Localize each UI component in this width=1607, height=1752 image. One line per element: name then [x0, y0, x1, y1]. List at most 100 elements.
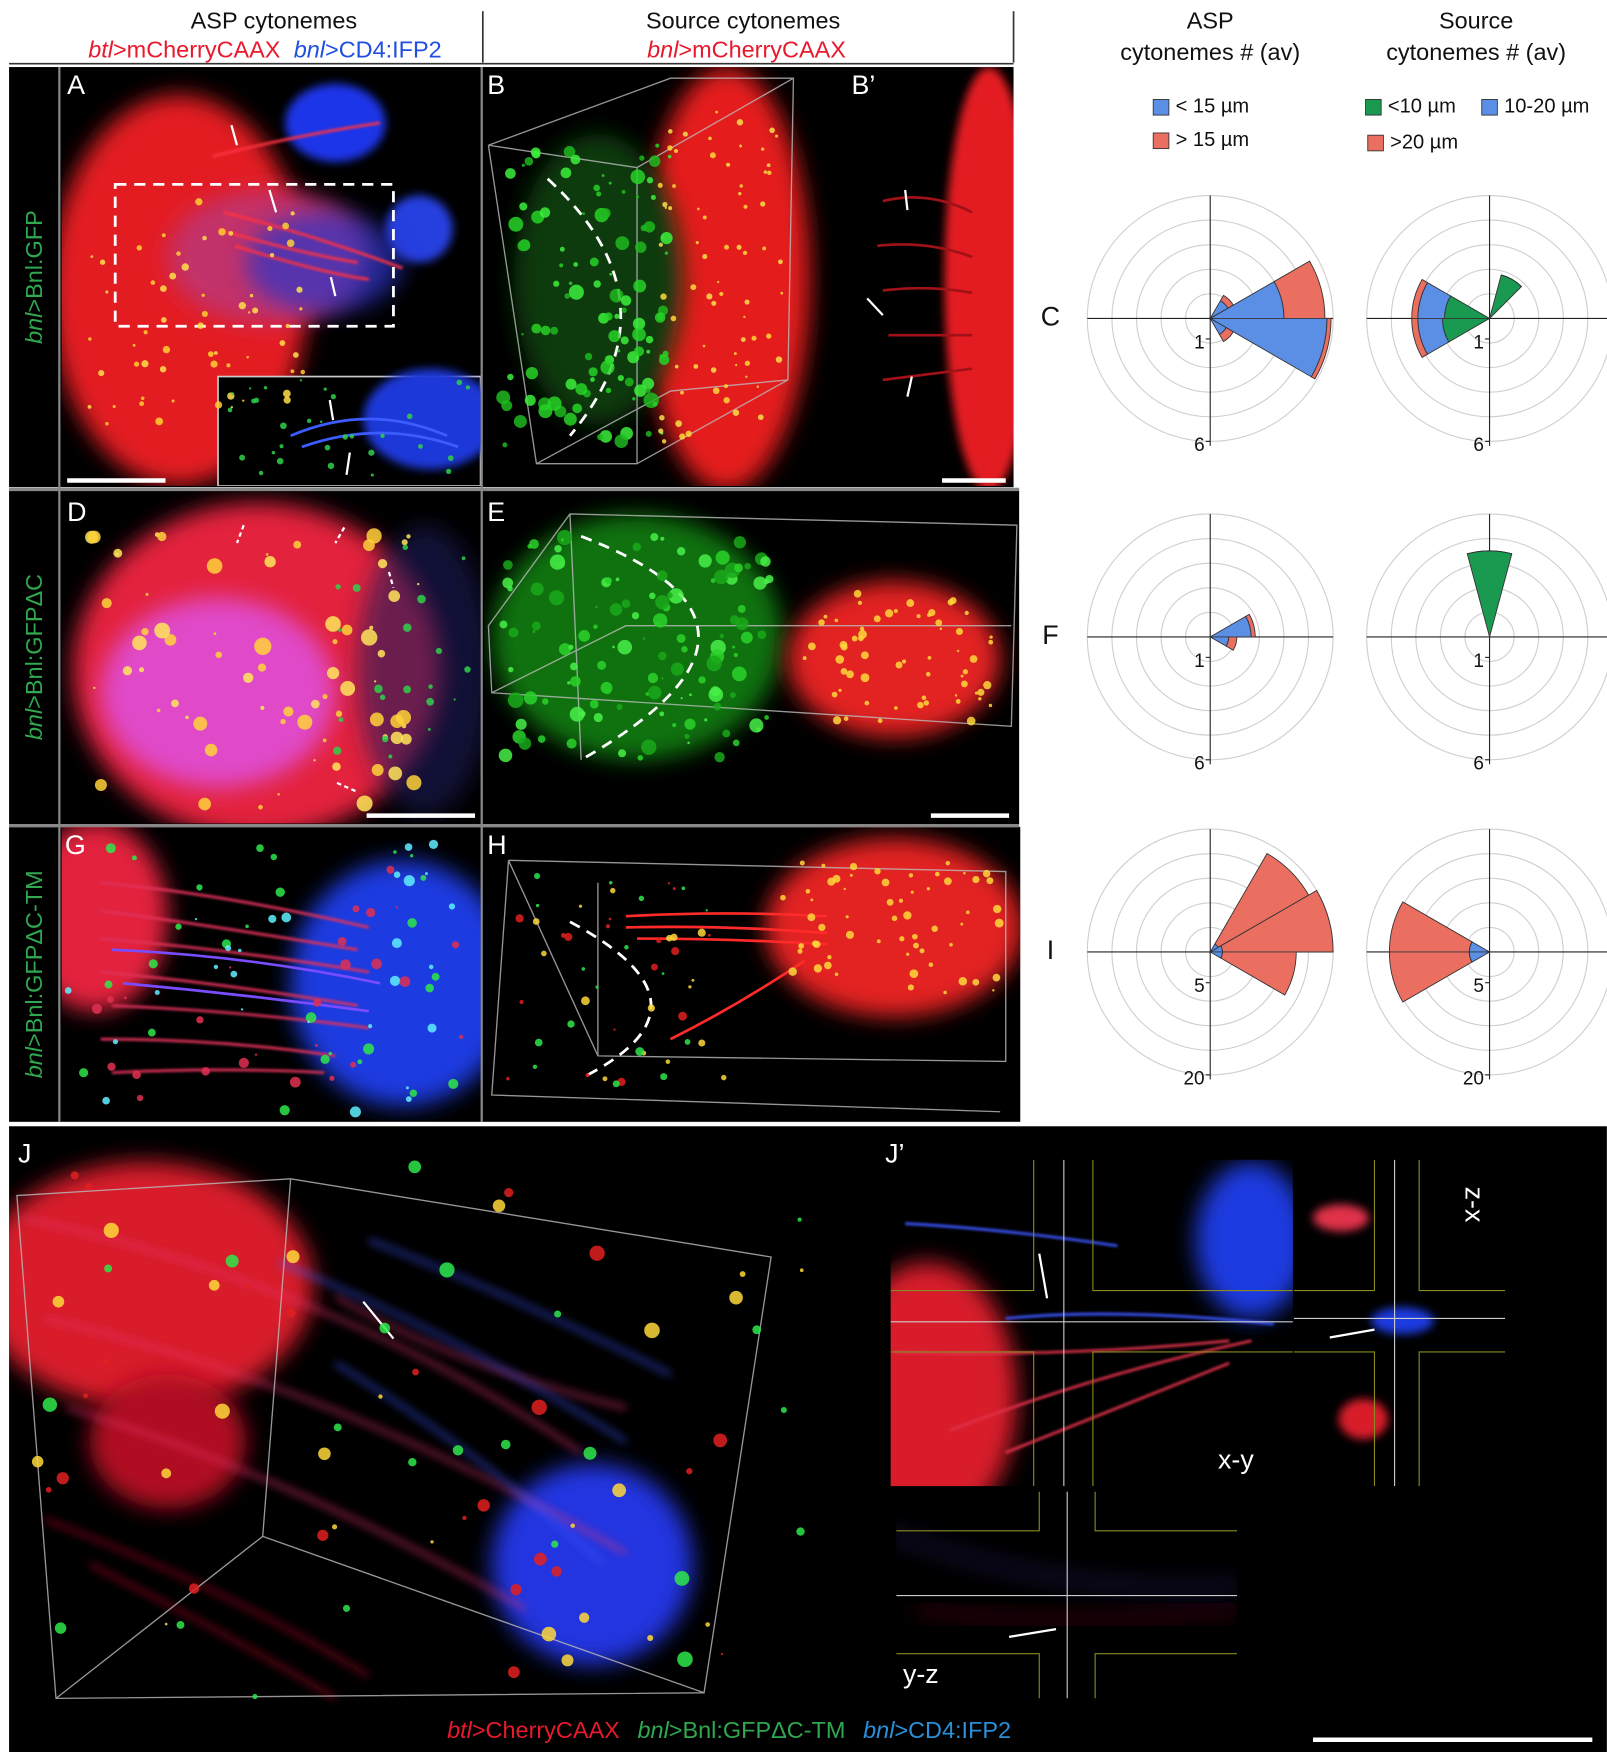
speck [861, 673, 870, 682]
speck [501, 400, 512, 411]
speck [711, 578, 716, 583]
speck [722, 730, 730, 738]
speck [894, 706, 898, 710]
speck [425, 872, 428, 875]
speck [405, 843, 413, 851]
speck [521, 333, 523, 335]
speck [333, 747, 341, 755]
speck [621, 307, 626, 312]
speck [137, 245, 142, 250]
speck [835, 972, 839, 976]
speck [532, 1400, 547, 1415]
tick-label: 1 [1473, 651, 1484, 672]
speck [903, 911, 911, 919]
speck [655, 622, 660, 627]
speck [737, 245, 742, 250]
speck [906, 953, 909, 956]
speck [215, 652, 222, 659]
speck [814, 964, 822, 972]
speck [534, 873, 540, 879]
speck [660, 1073, 667, 1080]
sector [1210, 637, 1228, 646]
speck [639, 155, 644, 160]
speck [663, 351, 669, 357]
speck [887, 899, 894, 906]
speck [533, 918, 540, 925]
speck [621, 336, 629, 344]
speck [507, 374, 514, 381]
speck [899, 936, 904, 941]
speck [228, 408, 233, 413]
speck [752, 1325, 761, 1334]
speck [741, 337, 746, 342]
speck [430, 1540, 433, 1543]
speck [508, 692, 524, 708]
speck [462, 556, 466, 560]
speck [714, 703, 722, 711]
speck [667, 145, 672, 150]
speck [675, 1571, 690, 1586]
speck [252, 1694, 257, 1699]
speck [660, 293, 666, 299]
speck [139, 667, 144, 672]
speck [753, 576, 766, 589]
speck [313, 759, 315, 761]
chart-header: Source [1439, 8, 1513, 34]
speck [406, 534, 410, 538]
speck [239, 455, 245, 461]
speck [734, 536, 746, 548]
speck [709, 687, 724, 702]
speck [653, 402, 658, 407]
tick-label: 1 [1194, 651, 1205, 672]
speck [844, 888, 846, 890]
speck [226, 1255, 239, 1268]
speck [499, 621, 507, 629]
speck [655, 312, 666, 323]
speck [686, 1468, 692, 1474]
speck [252, 307, 258, 313]
speck [800, 1268, 804, 1272]
speck [608, 330, 620, 342]
speck [315, 1044, 318, 1047]
speck [581, 996, 590, 1005]
speck [284, 397, 291, 404]
speck [510, 1584, 521, 1595]
speck [448, 1079, 458, 1089]
speck [209, 1280, 220, 1291]
speck [412, 1369, 419, 1376]
speck [949, 943, 953, 947]
speck [279, 340, 285, 346]
speck [617, 704, 623, 710]
speck [95, 779, 107, 791]
speck [926, 672, 931, 677]
speck [313, 999, 321, 1007]
speck [561, 1654, 573, 1666]
speck [392, 938, 402, 948]
speck [912, 934, 918, 940]
speck [614, 314, 619, 319]
speck [668, 882, 670, 884]
speck [582, 212, 585, 215]
speck [758, 630, 767, 639]
tick-label: 1 [1194, 332, 1205, 353]
speck [609, 273, 612, 276]
speck [247, 1283, 252, 1288]
speck [363, 539, 375, 551]
construct: >CherryCAAX [472, 1717, 620, 1743]
speck [531, 324, 541, 334]
speck [228, 231, 233, 236]
speck [902, 659, 906, 663]
speck [350, 1106, 361, 1117]
speck [963, 669, 968, 674]
speck [493, 1200, 506, 1213]
speck [604, 312, 612, 320]
speck [721, 1075, 726, 1080]
speck [506, 1077, 510, 1081]
speck [534, 1553, 547, 1566]
speck [453, 698, 455, 700]
speck [662, 439, 666, 443]
speck [107, 996, 114, 1003]
speck [91, 255, 94, 258]
speck [369, 626, 373, 630]
speck [566, 379, 577, 390]
